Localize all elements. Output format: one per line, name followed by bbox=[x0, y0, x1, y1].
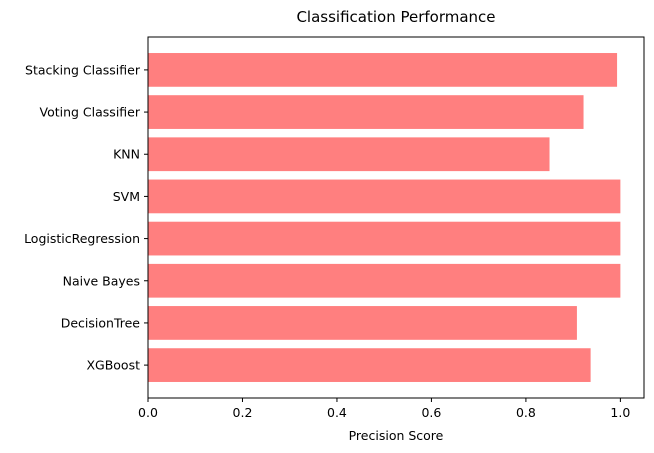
bar-xgboost bbox=[148, 348, 591, 382]
x-tick-label: 0.4 bbox=[327, 405, 347, 420]
x-tick-label: 0.6 bbox=[421, 405, 441, 420]
x-tick-label: 0.0 bbox=[138, 405, 158, 420]
y-tick-label: XGBoost bbox=[86, 358, 140, 373]
bar-logisticregression bbox=[148, 221, 621, 256]
x-tick-label: 0.2 bbox=[233, 405, 253, 420]
bar-svm bbox=[148, 179, 621, 214]
y-tick-label: Stacking Classifier bbox=[25, 62, 141, 77]
bar-naive-bayes bbox=[148, 263, 621, 298]
y-tick-label: SVM bbox=[113, 189, 140, 204]
x-axis-label: Precision Score bbox=[349, 428, 444, 443]
chart-title: Classification Performance bbox=[296, 8, 495, 26]
y-tick-label: Voting Classifier bbox=[40, 105, 141, 120]
y-tick-label: LogisticRegression bbox=[24, 231, 140, 246]
y-tick-label: DecisionTree bbox=[61, 315, 141, 330]
x-tick-label: 0.8 bbox=[516, 405, 536, 420]
bar-knn bbox=[148, 137, 550, 172]
y-tick-label: KNN bbox=[113, 147, 140, 162]
y-axis-ticks: XGBoost DecisionTree Naive Bayes LogisticRe… bbox=[24, 62, 148, 373]
plot-frame bbox=[147, 36, 645, 399]
bar-stacking-classifier bbox=[148, 53, 618, 87]
bar-decisiontree bbox=[148, 306, 577, 340]
y-tick-label: Naive Bayes bbox=[63, 273, 140, 288]
x-tick-label: 1.0 bbox=[610, 405, 630, 420]
x-axis-ticks: 0.0 0.2 0.4 0.6 0.8 1.0 bbox=[138, 398, 630, 420]
bars-group bbox=[148, 53, 621, 382]
bar-voting-classifier bbox=[148, 95, 584, 129]
